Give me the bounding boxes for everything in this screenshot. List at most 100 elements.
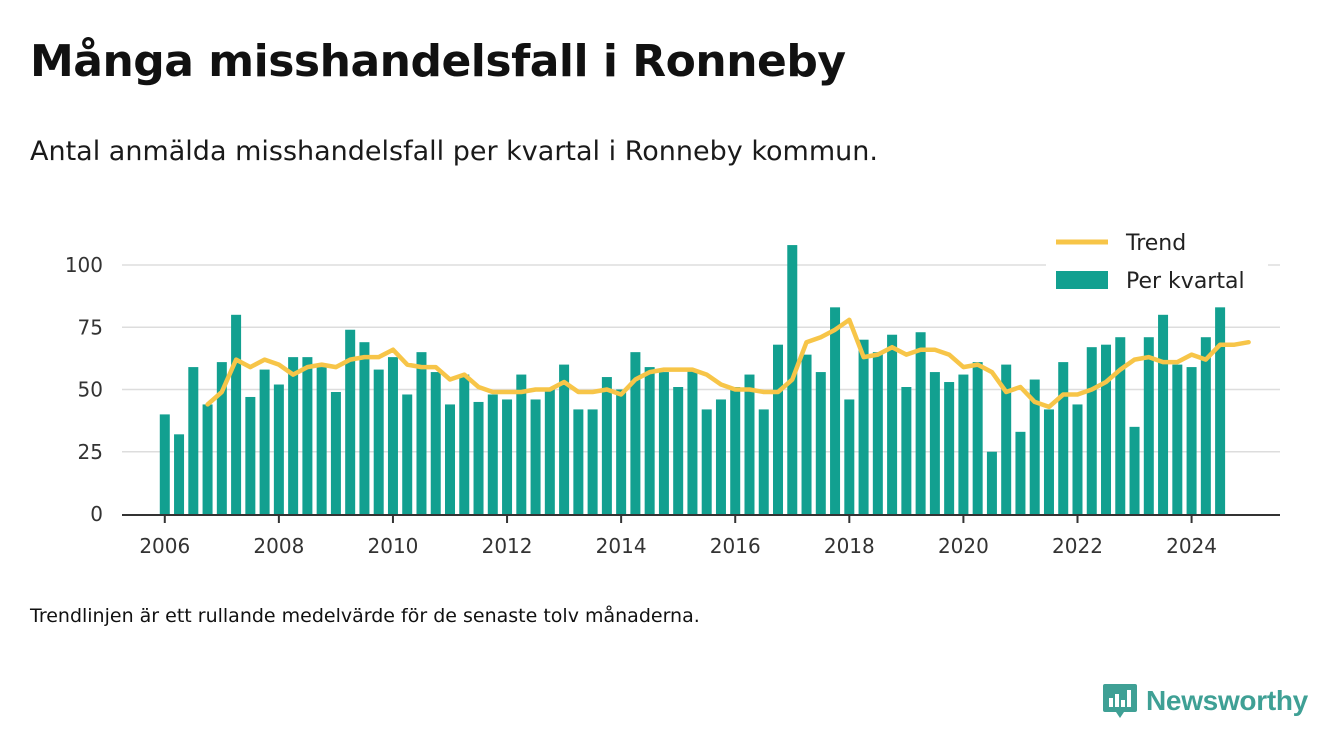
bar <box>944 382 955 514</box>
bar <box>302 357 313 514</box>
brand-logo: Newsworthy <box>1102 682 1308 720</box>
bar <box>1186 367 1197 514</box>
bar <box>573 409 584 514</box>
bar <box>445 404 456 514</box>
bar <box>773 344 784 514</box>
bar <box>587 409 598 514</box>
bar <box>929 372 940 514</box>
chart-title: Många misshandelsfall i Ronneby <box>30 36 846 87</box>
brand-name: Newsworthy <box>1146 685 1308 716</box>
y-tick-label: 25 <box>78 440 103 464</box>
bar <box>630 352 641 514</box>
chart-subtitle: Antal anmälda misshandelsfall per kvarta… <box>30 136 878 167</box>
bar <box>487 394 498 514</box>
bar <box>459 374 470 514</box>
bar <box>730 387 741 514</box>
y-tick-label: 0 <box>90 502 103 526</box>
x-tick-label: 2006 <box>139 534 190 555</box>
bar <box>758 409 769 514</box>
bar <box>1015 431 1026 514</box>
y-tick-label: 75 <box>78 315 103 339</box>
x-tick-label: 2016 <box>710 534 761 555</box>
bar <box>701 409 712 514</box>
bar <box>345 329 356 514</box>
bar <box>830 307 841 514</box>
bar <box>1086 347 1097 514</box>
x-axis-ticks: 2006 2008 2010 2012 2014 2016 2018 2020 2022 2024 <box>139 515 1217 555</box>
bar <box>1215 307 1226 514</box>
trend-line <box>205 317 1251 410</box>
x-tick-label: 2024 <box>1166 534 1217 555</box>
bar <box>473 401 484 514</box>
bar <box>1158 314 1169 514</box>
bar <box>544 389 555 514</box>
y-tick-label: 50 <box>78 378 103 402</box>
bar <box>216 362 227 514</box>
bar <box>658 372 669 514</box>
bar <box>259 369 270 514</box>
bar <box>174 434 185 514</box>
x-tick-label: 2014 <box>596 534 647 555</box>
legend-bar-label: Per kvartal <box>1126 269 1245 294</box>
bar <box>402 394 413 514</box>
bar <box>972 362 983 514</box>
legend: Trend Per kvartal <box>1046 225 1268 302</box>
bar <box>844 399 855 514</box>
bar <box>1200 337 1211 514</box>
bar <box>273 384 284 514</box>
bar-series-per-kvartal <box>159 245 1226 514</box>
bar <box>1043 409 1054 514</box>
y-tick-label: 100 <box>65 253 103 277</box>
x-tick-label: 2012 <box>482 534 533 555</box>
bar <box>231 314 242 514</box>
bar <box>416 352 427 514</box>
bar <box>744 374 755 514</box>
bar <box>616 389 627 514</box>
bar <box>1058 362 1069 514</box>
bar <box>1072 404 1083 514</box>
bar <box>159 414 170 514</box>
bar <box>1029 379 1040 514</box>
bar <box>430 372 441 514</box>
bar <box>188 367 199 514</box>
bar <box>958 374 969 514</box>
legend-trend-label: Trend <box>1125 231 1186 256</box>
bar <box>387 357 398 514</box>
x-tick-label: 2010 <box>368 534 419 555</box>
x-tick-label: 2018 <box>824 534 875 555</box>
bar <box>601 377 612 514</box>
bar <box>986 451 997 514</box>
bar-chart-speech-bubble-icon <box>1103 684 1137 718</box>
legend-bar-swatch <box>1056 271 1108 289</box>
bar <box>673 387 684 514</box>
bar <box>359 342 370 514</box>
bar <box>887 334 898 514</box>
bar <box>1101 344 1112 514</box>
bar <box>1001 364 1012 514</box>
bar <box>516 374 527 514</box>
footnote: Trendlinjen är ett rullande medelvärde f… <box>30 605 700 627</box>
bar <box>502 399 513 514</box>
bar <box>1129 426 1140 514</box>
bar <box>330 391 341 514</box>
bar <box>1143 337 1154 514</box>
bar <box>915 332 926 514</box>
bar <box>858 339 869 514</box>
bar <box>872 352 883 514</box>
bar <box>559 364 570 514</box>
x-tick-label: 2020 <box>938 534 989 555</box>
bar <box>1115 337 1126 514</box>
bar <box>202 404 213 514</box>
bar <box>901 387 912 514</box>
bar <box>801 354 812 514</box>
bar <box>245 396 256 514</box>
bar <box>815 372 826 514</box>
bar <box>316 367 327 514</box>
bar <box>715 399 726 514</box>
legend-background <box>1046 225 1268 302</box>
bar <box>373 369 384 514</box>
bar <box>644 367 655 514</box>
bar <box>1172 364 1183 514</box>
bar <box>530 399 541 514</box>
